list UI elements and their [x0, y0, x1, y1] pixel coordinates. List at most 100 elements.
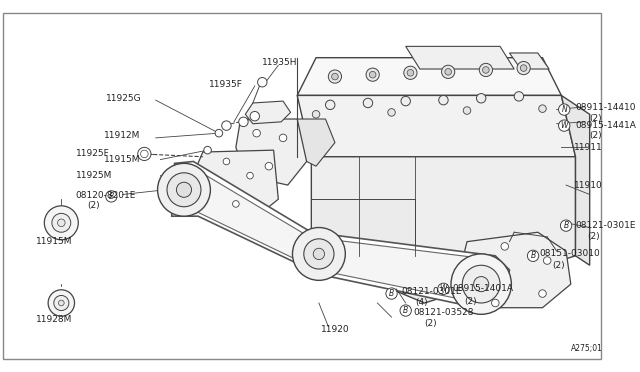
Circle shape [438, 96, 448, 105]
Circle shape [250, 112, 259, 121]
Circle shape [239, 117, 248, 126]
Circle shape [369, 71, 376, 78]
Text: (2): (2) [587, 232, 600, 241]
Circle shape [388, 109, 396, 116]
Circle shape [253, 129, 260, 137]
Circle shape [204, 146, 211, 154]
Circle shape [304, 239, 334, 269]
Circle shape [520, 65, 527, 71]
Text: 11912M: 11912M [104, 131, 140, 141]
Circle shape [48, 290, 74, 316]
Circle shape [539, 105, 547, 112]
Polygon shape [175, 166, 504, 305]
Polygon shape [311, 199, 415, 256]
Circle shape [332, 73, 338, 80]
Text: 08915-1441A: 08915-1441A [575, 121, 636, 130]
Text: 11915M: 11915M [36, 237, 72, 246]
Circle shape [106, 191, 117, 202]
Circle shape [364, 98, 372, 108]
Circle shape [221, 121, 231, 130]
Circle shape [58, 300, 64, 306]
Circle shape [407, 70, 413, 76]
Text: B: B [403, 306, 408, 315]
Circle shape [442, 65, 455, 78]
Polygon shape [172, 161, 509, 311]
Text: A275;01: A275;01 [571, 344, 603, 353]
Polygon shape [460, 232, 571, 308]
Polygon shape [406, 46, 514, 69]
Circle shape [177, 182, 191, 197]
Text: (2): (2) [589, 131, 602, 141]
Circle shape [312, 110, 320, 118]
Circle shape [58, 219, 65, 227]
Text: 11935F: 11935F [209, 80, 243, 89]
Text: 11935H: 11935H [262, 58, 298, 67]
Circle shape [292, 228, 346, 280]
Circle shape [514, 92, 524, 101]
Text: 08151-03010: 08151-03010 [540, 250, 600, 259]
Text: (2): (2) [589, 113, 602, 122]
Polygon shape [189, 150, 278, 218]
Circle shape [559, 120, 570, 131]
Text: (2): (2) [464, 296, 477, 306]
Text: 08120-8201E: 08120-8201E [76, 191, 136, 200]
Text: 11928M: 11928M [36, 315, 72, 324]
Text: 11910: 11910 [573, 180, 602, 190]
Text: 08121-0301E: 08121-0301E [401, 287, 461, 296]
Text: (2): (2) [424, 319, 437, 328]
Circle shape [157, 163, 211, 216]
Circle shape [366, 68, 380, 81]
Circle shape [561, 220, 572, 231]
Text: B: B [389, 289, 394, 298]
Text: 11925F: 11925F [76, 150, 109, 158]
Text: (2): (2) [552, 261, 564, 270]
Circle shape [313, 248, 324, 260]
Text: B: B [563, 221, 569, 230]
Polygon shape [245, 101, 291, 124]
Text: W: W [440, 284, 447, 294]
Circle shape [54, 295, 69, 311]
Circle shape [400, 305, 412, 316]
Text: 11925G: 11925G [106, 94, 141, 103]
Text: 11920: 11920 [321, 325, 349, 334]
Circle shape [265, 163, 273, 170]
Circle shape [232, 201, 239, 207]
Text: 08915-1401A: 08915-1401A [453, 284, 514, 294]
Circle shape [404, 66, 417, 79]
Text: B: B [109, 192, 114, 201]
Circle shape [483, 67, 489, 73]
Circle shape [438, 283, 449, 295]
Circle shape [215, 129, 223, 137]
Circle shape [517, 61, 530, 75]
Text: W: W [561, 121, 568, 130]
Circle shape [527, 250, 539, 262]
Text: 08121-03528: 08121-03528 [413, 308, 474, 317]
Circle shape [492, 299, 499, 307]
Polygon shape [311, 157, 575, 303]
Circle shape [501, 243, 509, 250]
Text: (4): (4) [415, 298, 428, 308]
Circle shape [328, 70, 342, 83]
Circle shape [401, 96, 410, 106]
Polygon shape [509, 53, 549, 69]
Circle shape [479, 63, 493, 77]
Circle shape [141, 150, 148, 158]
Circle shape [474, 276, 489, 292]
Circle shape [246, 172, 253, 179]
Text: (2): (2) [87, 201, 99, 210]
Circle shape [463, 107, 471, 114]
Polygon shape [561, 96, 589, 265]
Circle shape [52, 214, 71, 232]
Circle shape [386, 288, 397, 299]
Circle shape [559, 104, 570, 115]
Text: N: N [561, 105, 567, 114]
Circle shape [539, 290, 547, 297]
Polygon shape [297, 58, 561, 96]
Circle shape [44, 206, 78, 240]
Text: 11925M: 11925M [76, 171, 112, 180]
Circle shape [462, 265, 500, 303]
Text: 11915M: 11915M [104, 155, 140, 164]
Circle shape [543, 257, 551, 264]
Polygon shape [297, 119, 335, 166]
Circle shape [476, 93, 486, 103]
